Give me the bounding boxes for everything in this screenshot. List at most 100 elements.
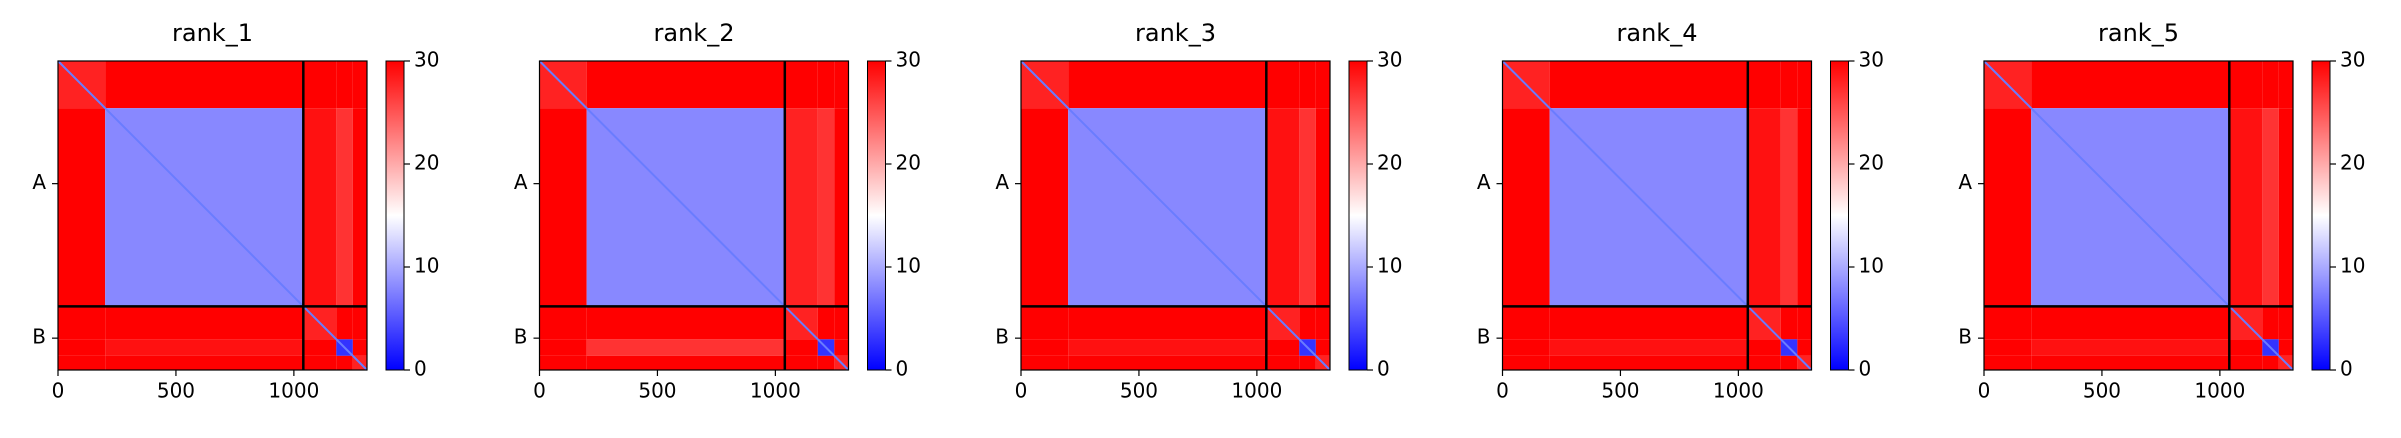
heatmap-cell (303, 108, 337, 307)
colorbar (867, 60, 886, 371)
heatmap-cell (1068, 61, 1267, 109)
colorbar (1830, 60, 1849, 371)
heatmap-cell (336, 61, 353, 109)
colorbar-tick-label: 20 (1377, 151, 1402, 175)
heatmap-cell (784, 61, 818, 109)
heatmap-cell (1797, 306, 1812, 340)
heatmap-cell (1797, 108, 1812, 307)
heatmap-cell (105, 355, 304, 370)
heatmap-cell (539, 306, 587, 340)
heatmap-cell (105, 306, 304, 340)
heatmap-cell (1021, 355, 1069, 370)
heatmap-cell (834, 306, 849, 340)
heatmap-cell (1780, 61, 1798, 109)
y-tick-label: B (1958, 325, 1972, 349)
diagonal (1983, 60, 2294, 371)
heatmap-cell (336, 355, 353, 370)
y-tick-label: A (32, 170, 46, 194)
heatmap-cell (784, 355, 818, 370)
colorbar-tick-label: 30 (2340, 48, 2365, 72)
y-tick-label: B (32, 325, 46, 349)
colorbar-tick-label: 0 (414, 357, 427, 381)
heatmap-cell (1502, 306, 1550, 340)
heatmap-cell (2278, 108, 2293, 307)
heatmap-cell (539, 355, 587, 370)
heatmap-cell (539, 339, 587, 356)
heatmap-cell (2262, 355, 2279, 370)
colorbar-tick-label: 20 (1859, 151, 1884, 175)
heatmap-cell (58, 108, 106, 307)
diagonal (1501, 60, 1813, 371)
diagonal (1020, 60, 1331, 371)
heatmap-cell (1315, 108, 1330, 307)
heatmap-cell (2031, 355, 2230, 370)
heatmap-cell (1984, 108, 2032, 307)
heatmap-cell (2278, 61, 2293, 109)
y-tick-label: A (514, 170, 528, 194)
heatmap-cell (2031, 339, 2230, 356)
heatmap-cell (2278, 306, 2293, 340)
x-tick-label: 500 (2083, 379, 2121, 403)
plot-frame (1020, 60, 1331, 371)
x-tick-label: 0 (1978, 379, 1991, 403)
x-tick-label: 1000 (1231, 379, 1282, 403)
x-tick-label: 500 (1120, 379, 1158, 403)
colorbar-tick-label: 0 (1859, 357, 1872, 381)
x-tick-label: 1000 (750, 379, 801, 403)
colorbar-tick-label: 30 (1377, 48, 1402, 72)
heatmap-cell (1502, 108, 1550, 307)
colorbar (2311, 60, 2331, 371)
x-tick-label: 1000 (1713, 379, 1764, 403)
colorbar-tick-label: 30 (1859, 48, 1884, 72)
heatmap-cell (1021, 306, 1069, 340)
colorbar-tick-label: 10 (896, 254, 921, 278)
heatmap-cell (586, 355, 785, 370)
heatmap-cell (352, 339, 367, 356)
colorbar-tick-label: 30 (414, 48, 439, 72)
heatmap-cell (1747, 61, 1781, 109)
heatmap-cell (817, 306, 835, 340)
heatmap-cell (1747, 108, 1781, 307)
heatmap-cell (1021, 339, 1069, 356)
panel-title: rank_5 (2098, 19, 2179, 47)
heatmap-cell (2262, 61, 2279, 109)
x-tick-label: 0 (1015, 379, 1028, 403)
heatmap-cell (1315, 306, 1330, 340)
heatmap-cell (1068, 339, 1267, 356)
heatmap-cell (1780, 306, 1798, 340)
plot-frame (538, 60, 850, 371)
x-tick-label: 1000 (2194, 379, 2245, 403)
colorbar-tick-label: 10 (2340, 254, 2365, 278)
heatmap-cell (352, 61, 367, 109)
heatmap-cell (2229, 108, 2263, 307)
heatmap-cell (1502, 355, 1550, 370)
heatmap-cell (1797, 339, 1812, 356)
heatmap-cell (1747, 339, 1781, 356)
heatmap-cell (817, 108, 835, 307)
colorbar-tick-label: 20 (414, 151, 439, 175)
heatmap-cell (1299, 108, 1316, 307)
heatmap-cell (2229, 61, 2263, 109)
heatmap-cell (1299, 306, 1316, 340)
heatmap-cell (1549, 306, 1748, 340)
heatmap-cell (1266, 108, 1300, 307)
x-tick-label: 0 (533, 379, 546, 403)
plot-frame (1501, 60, 1813, 371)
heatmap-cell (1068, 306, 1267, 340)
heatmap-cell (1549, 339, 1748, 356)
heatmap-cell (1266, 61, 1300, 109)
heatmap-cell (817, 355, 835, 370)
heatmap-cell (1315, 61, 1330, 109)
x-tick-label: 500 (157, 379, 195, 403)
heatmap-cell (2278, 339, 2293, 356)
heatmap-cell (1780, 355, 1798, 370)
heatmap-cell (2031, 306, 2230, 340)
heatmap-cell (303, 339, 337, 356)
x-tick-label: 500 (638, 379, 676, 403)
heatmap-cell (1299, 355, 1316, 370)
heatmap-cell (2229, 339, 2263, 356)
heatmap-cell (2031, 61, 2230, 109)
heatmap-cell (352, 306, 367, 340)
heatmap-cell (1266, 355, 1300, 370)
plot-frame (57, 60, 368, 371)
